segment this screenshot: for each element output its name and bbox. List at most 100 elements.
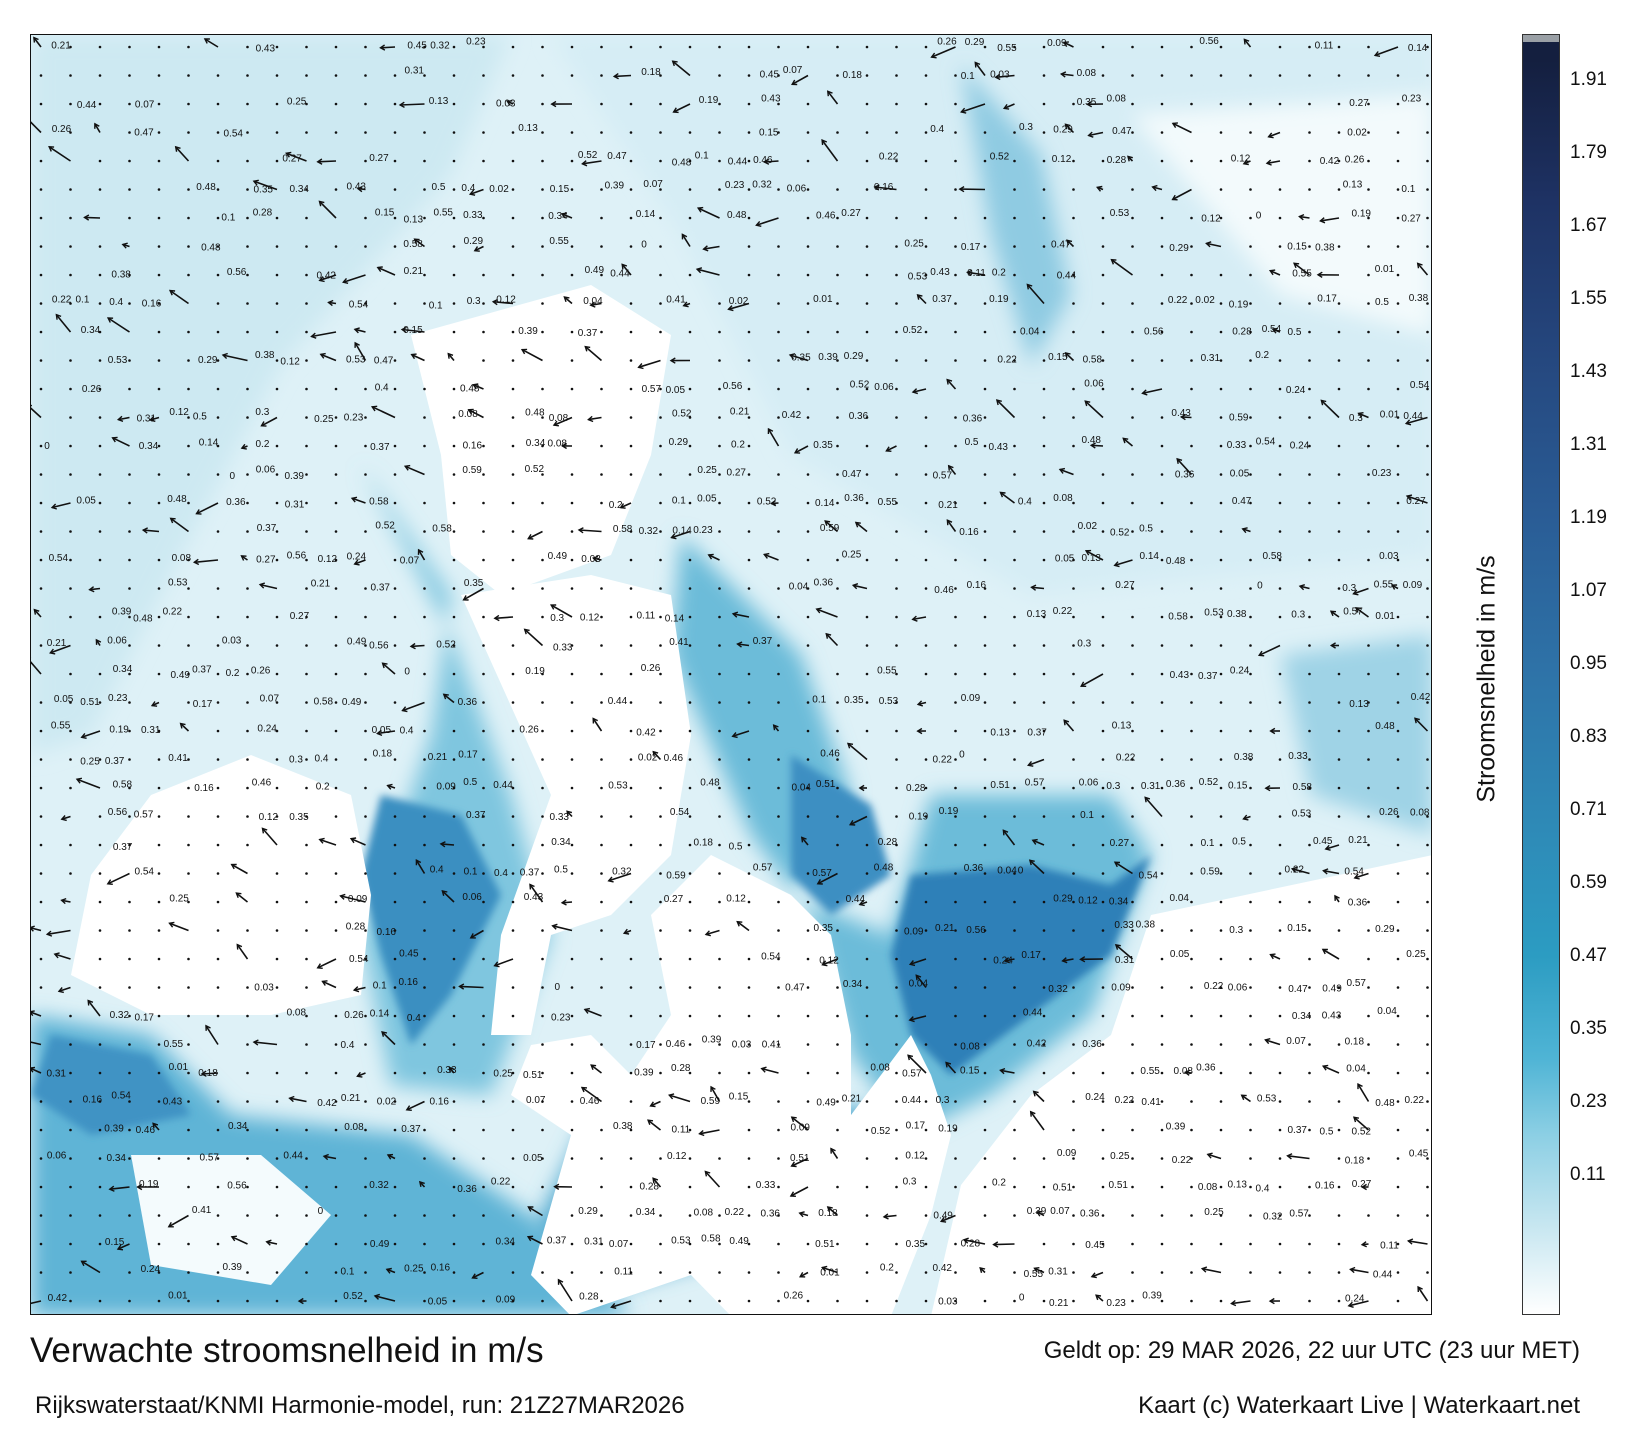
grid-dot xyxy=(1219,1014,1223,1018)
grid-dot xyxy=(187,74,190,77)
speed-value-label: 0.46 xyxy=(580,1096,600,1107)
grid-dot xyxy=(157,501,161,505)
grid-dot xyxy=(511,188,515,191)
speed-value-label: 0.03 xyxy=(222,636,242,647)
grid-dot xyxy=(600,1185,603,1189)
grid-dot xyxy=(983,701,987,704)
speed-value-label: 0.09 xyxy=(348,894,368,905)
speed-value-label: 0.02 xyxy=(377,1096,397,1107)
speed-value-label: 0.55 xyxy=(51,721,71,732)
current-vector-arrow xyxy=(822,1266,838,1274)
arrow-head xyxy=(168,289,176,296)
grid-dot xyxy=(570,359,574,362)
grid-dot xyxy=(305,501,308,505)
grid-dot xyxy=(1190,957,1193,961)
arrow-head xyxy=(798,1211,805,1218)
current-vector-arrow xyxy=(1243,38,1252,48)
grid-dot xyxy=(865,501,869,505)
speed-value-label: 0.52 xyxy=(375,521,395,532)
grid-dot xyxy=(688,501,692,505)
grid-dot xyxy=(1072,273,1075,277)
grid-dot xyxy=(1249,216,1252,220)
speed-value-label: 0.04 xyxy=(997,865,1017,876)
current-vector-arrow xyxy=(827,1206,839,1217)
speed-value-label: 0.43 xyxy=(1171,408,1191,419)
grid-dot xyxy=(157,330,161,334)
speed-value-label: 0.26 xyxy=(641,663,661,674)
arrow-head xyxy=(442,693,449,700)
grid-dot xyxy=(659,672,662,676)
grid-dot xyxy=(1072,1299,1075,1303)
grid-dot xyxy=(777,815,780,818)
grid-dot xyxy=(629,701,633,704)
speed-value-label: 0.57 xyxy=(902,1069,922,1080)
grid-dot xyxy=(777,1242,780,1246)
speed-value-label: 0.56 xyxy=(227,267,247,278)
speed-value-label: 0.49 xyxy=(816,1098,836,1109)
grid-dot xyxy=(69,843,72,847)
arrow-head xyxy=(652,750,659,757)
grid-dot xyxy=(954,843,957,847)
current-vector-arrow xyxy=(590,302,602,306)
grid-dot xyxy=(157,473,161,476)
speed-value-label: 0.48 xyxy=(133,613,153,624)
grid-dot xyxy=(1337,1299,1341,1303)
grid-dot xyxy=(69,1128,72,1132)
current-vector-arrow xyxy=(917,294,927,305)
grid-dot xyxy=(1337,701,1341,704)
grid-dot xyxy=(69,302,72,305)
arrow-head xyxy=(1141,389,1148,396)
grid-dot xyxy=(777,1271,780,1274)
grid-dot xyxy=(275,273,279,277)
grid-dot xyxy=(1308,245,1311,248)
arrow-head xyxy=(793,448,801,454)
speed-value-label: 0 xyxy=(1019,1292,1025,1303)
grid-dot xyxy=(128,1157,131,1160)
grid-dot xyxy=(98,672,102,676)
grid-dot xyxy=(98,444,102,448)
grid-dot xyxy=(570,872,574,875)
speed-value-label: 0.35 xyxy=(464,578,484,589)
grid-dot xyxy=(69,45,72,49)
grid-dot xyxy=(1308,786,1311,790)
grid-dot xyxy=(364,615,367,619)
grid-dot xyxy=(1219,159,1223,163)
credits-link[interactable]: Kaart (c) Waterkaart Live | Waterkaart.n… xyxy=(1138,1392,1580,1419)
grid-dot xyxy=(570,1014,574,1018)
grid-dot xyxy=(777,359,780,362)
grid-dot xyxy=(1367,74,1370,77)
grid-dot xyxy=(865,1242,869,1246)
arrow-head xyxy=(1416,262,1423,269)
grid-dot xyxy=(69,587,72,590)
speed-value-label: 0.4 xyxy=(1018,497,1032,508)
grid-dot xyxy=(1426,1271,1429,1274)
current-vector-arrow xyxy=(231,863,248,875)
map-canvas: 0.21 0.43 0.45 0.32 0.23 0.26 0.290.55 0.09 0.56… xyxy=(31,35,1431,1314)
current-vector-arrow xyxy=(1061,73,1074,77)
grid-dot xyxy=(747,102,751,106)
current-vector-arrow xyxy=(1206,242,1222,248)
speed-value-label: 0.45 xyxy=(1409,1148,1429,1159)
grid-dot xyxy=(216,872,220,875)
grid-dot xyxy=(1396,758,1400,761)
grid-dot xyxy=(1190,644,1193,647)
grid-dot xyxy=(895,1071,898,1075)
legend-tick-label: 1.07 xyxy=(1570,580,1607,601)
current-vector-arrow xyxy=(909,958,927,966)
speed-value-label: 0.21 xyxy=(938,500,958,511)
grid-dot xyxy=(718,672,721,676)
grid-dot xyxy=(1426,188,1429,191)
grid-dot xyxy=(1101,501,1105,505)
grid-dot xyxy=(305,758,308,761)
current-vector-arrow xyxy=(152,1122,160,1131)
arrow-head xyxy=(31,1066,36,1073)
grid-dot xyxy=(659,74,662,77)
grid-dot xyxy=(482,530,485,533)
grid-dot xyxy=(924,1157,928,1160)
arrow-head xyxy=(704,1170,711,1177)
grid-dot xyxy=(1308,1214,1311,1217)
grid-dot xyxy=(187,273,190,277)
arrow-head xyxy=(612,73,619,80)
current-vector-arrow xyxy=(311,331,337,338)
grid-dot xyxy=(629,986,633,989)
